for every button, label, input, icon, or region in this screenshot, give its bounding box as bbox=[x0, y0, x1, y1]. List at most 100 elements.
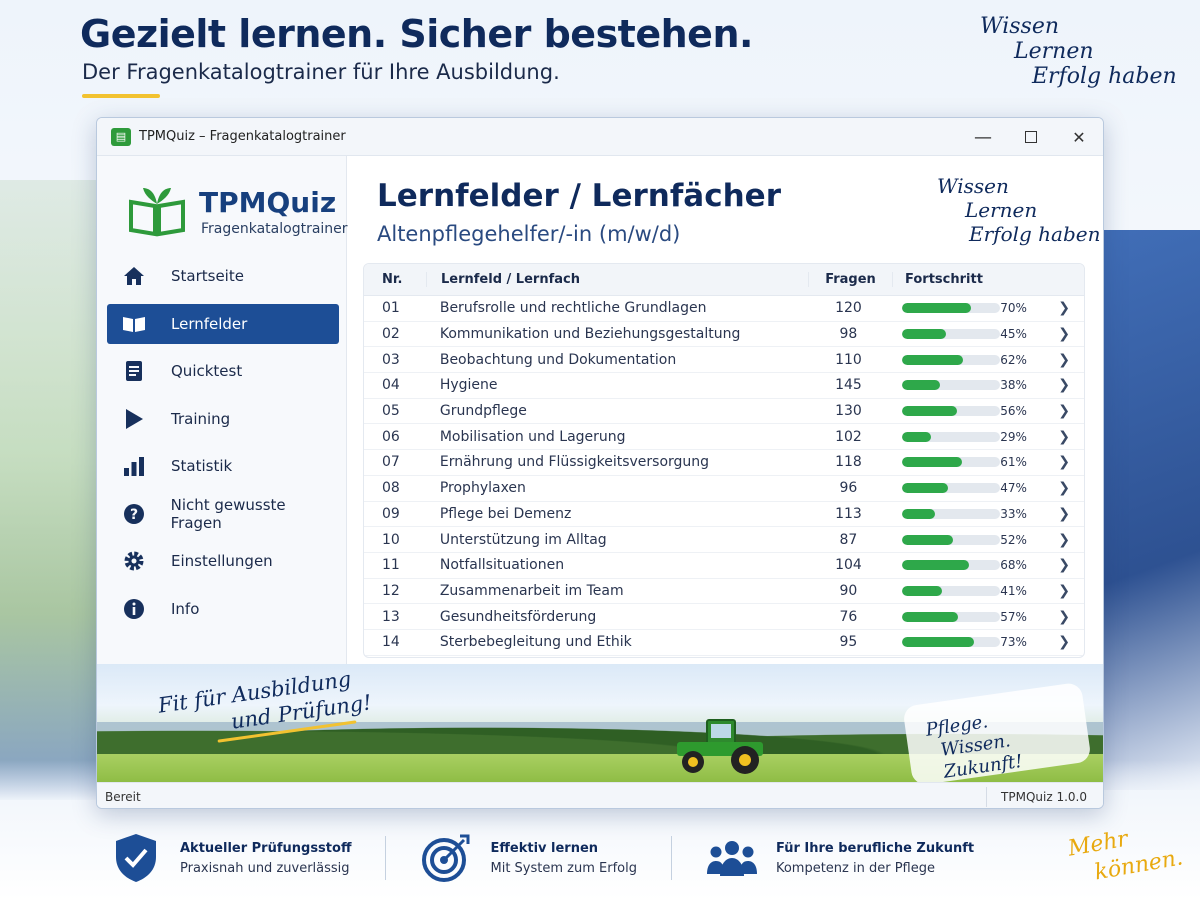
shield-check-icon bbox=[110, 832, 162, 884]
progress-track bbox=[902, 508, 1001, 519]
row-name: Unterstützung im Alltag bbox=[439, 531, 607, 548]
row-name: Hygiene bbox=[439, 377, 498, 394]
sidebar-item-label: Training bbox=[171, 409, 231, 428]
row-name: Prophylaxen bbox=[439, 480, 526, 497]
row-fragen: 145 bbox=[835, 377, 862, 394]
chevron-right-icon[interactable]: ❯ bbox=[1058, 634, 1070, 651]
row-percent: 41% bbox=[1000, 583, 1027, 598]
row-nr: 07 bbox=[382, 454, 400, 471]
chevron-right-icon[interactable]: ❯ bbox=[1058, 531, 1070, 548]
row-percent: 61% bbox=[1000, 455, 1027, 470]
row-percent: 33% bbox=[1000, 506, 1027, 521]
row-name: Kommunikation und Beziehungsgestaltung bbox=[439, 326, 741, 343]
column-header-nr[interactable]: Nr. bbox=[382, 272, 403, 287]
sidebar-item-statistik[interactable]: Statistik bbox=[107, 446, 339, 486]
progress-bar bbox=[890, 508, 1001, 519]
table-row[interactable]: 01 Berufsrolle und rechtliche Grundlagen 1… bbox=[364, 296, 1084, 322]
minimize-button[interactable]: — bbox=[974, 126, 992, 148]
sidebar-item-einstellungen[interactable]: Einstellungen bbox=[107, 541, 339, 581]
row-fragen: 98 bbox=[839, 326, 858, 343]
chevron-right-icon[interactable]: ❯ bbox=[1058, 351, 1070, 368]
progress-fill bbox=[902, 457, 963, 468]
sidebar-item-quicktest[interactable]: Quicktest bbox=[107, 351, 339, 391]
table-row[interactable]: 02 Kommunikation und Beziehungsgestaltung… bbox=[364, 322, 1084, 348]
slogan-pflege: Pflege. Wissen. Zukunft! bbox=[902, 681, 1092, 782]
row-percent: 47% bbox=[1000, 481, 1027, 496]
page-subtitle: Altenpflegehelfer/-in (m/w/d) bbox=[377, 222, 681, 246]
progress-track bbox=[902, 380, 1001, 391]
chevron-right-icon[interactable]: ❯ bbox=[1058, 377, 1070, 394]
svg-text:?: ? bbox=[130, 507, 138, 523]
row-percent: 62% bbox=[1000, 352, 1027, 367]
progress-bar bbox=[890, 457, 1001, 468]
progress-bar bbox=[890, 431, 1001, 442]
headline: Gezielt lernen. Sicher bestehen. bbox=[80, 12, 753, 56]
sidebar-item-nicht-gewusste-fragen[interactable]: ? Nicht gewusste Fragen bbox=[107, 494, 339, 534]
chevron-right-icon[interactable]: ❯ bbox=[1058, 608, 1070, 625]
people-icon bbox=[706, 832, 758, 884]
table-row[interactable]: 04 Hygiene 145 38% ❯ bbox=[364, 373, 1084, 399]
table-row[interactable]: 13 Gesundheitsförderung 76 57% ❯ bbox=[364, 604, 1084, 630]
chevron-right-icon[interactable]: ❯ bbox=[1058, 505, 1070, 522]
progress-track bbox=[902, 354, 1001, 365]
table-row[interactable]: 10 Unterstützung im Alltag 87 52% ❯ bbox=[364, 527, 1084, 553]
row-percent: 56% bbox=[1000, 404, 1027, 419]
progress-bar bbox=[890, 560, 1001, 571]
table-row[interactable]: 05 Grundpflege 130 56% ❯ bbox=[364, 399, 1084, 425]
progress-bar bbox=[890, 585, 1001, 596]
sidebar-item-info[interactable]: Info bbox=[107, 589, 339, 629]
progress-track bbox=[902, 406, 1001, 417]
table-row[interactable]: 06 Mobilisation und Lagerung 102 29% ❯ bbox=[364, 424, 1084, 451]
chevron-right-icon[interactable]: ❯ bbox=[1058, 403, 1070, 420]
chevron-right-icon[interactable]: ❯ bbox=[1058, 454, 1070, 471]
progress-fill bbox=[902, 354, 964, 365]
chevron-right-icon[interactable]: ❯ bbox=[1058, 326, 1070, 343]
row-fragen: 110 bbox=[835, 351, 862, 368]
sidebar-item-training[interactable]: Training bbox=[107, 399, 339, 439]
feature-item: Aktueller Prüfungsstoff Praxisnah und zu… bbox=[110, 826, 351, 890]
row-fragen: 113 bbox=[835, 505, 862, 522]
row-fragen: 120 bbox=[835, 300, 862, 317]
table-row[interactable]: 12 Zusammenarbeit im Team 90 41% ❯ bbox=[364, 579, 1084, 605]
table-row[interactable]: 07 Ernährung und Flüssigkeitsversorgung 11… bbox=[364, 450, 1084, 476]
title-bar[interactable]: ▤ TPMQuiz – Fragenkatalogtrainer — ✕ bbox=[97, 118, 1103, 156]
column-header-fragen[interactable]: Fragen bbox=[808, 272, 892, 287]
chevron-right-icon[interactable]: ❯ bbox=[1058, 557, 1070, 574]
divider bbox=[385, 836, 387, 880]
row-nr: 14 bbox=[382, 634, 400, 651]
chevron-right-icon[interactable]: ❯ bbox=[1058, 582, 1070, 599]
status-bar: Bereit TPMQuiz 1.0.0 bbox=[97, 782, 1103, 808]
row-name: Berufsrolle und rechtliche Grundlagen bbox=[439, 300, 707, 317]
sidebar-item-lernfelder[interactable]: Lernfelder bbox=[107, 303, 339, 344]
sidebar-item-startseite[interactable]: Startseite bbox=[107, 256, 339, 296]
tractor-icon bbox=[677, 719, 763, 774]
document-icon bbox=[121, 358, 147, 384]
table-row[interactable]: 03 Beobachtung und Dokumentation 110 62% ❯ bbox=[364, 347, 1084, 374]
background-landscape-left bbox=[0, 180, 110, 800]
feature-title: Effektiv lernen bbox=[490, 840, 599, 856]
progress-fill bbox=[902, 380, 940, 391]
headline-underline bbox=[82, 94, 160, 98]
progress-fill bbox=[902, 611, 959, 622]
progress-track bbox=[902, 585, 1001, 596]
progress-bar bbox=[890, 303, 1001, 314]
chevron-right-icon[interactable]: ❯ bbox=[1058, 428, 1070, 445]
progress-bar bbox=[890, 406, 1001, 417]
row-name: Mobilisation und Lagerung bbox=[439, 428, 626, 445]
row-nr: 03 bbox=[382, 351, 400, 368]
column-header-name[interactable]: Lernfeld / Lernfach bbox=[426, 272, 808, 287]
chevron-right-icon[interactable]: ❯ bbox=[1058, 480, 1070, 497]
info-icon bbox=[121, 596, 147, 622]
row-fragen: 96 bbox=[839, 480, 858, 497]
column-header-progress[interactable]: Fortschritt bbox=[892, 272, 1002, 287]
slogan-line: Erfolg haben bbox=[1032, 64, 1177, 89]
table-row[interactable]: 08 Prophylaxen 96 47% ❯ bbox=[364, 476, 1084, 502]
table-row[interactable]: 11 Notfallsituationen 104 68% ❯ bbox=[364, 553, 1084, 579]
table-row[interactable]: 14 Sterbebegleitung und Ethik 95 73% ❯ bbox=[364, 630, 1084, 656]
app-window: ▤ TPMQuiz – Fragenkatalogtrainer — ✕ TPM… bbox=[96, 117, 1104, 809]
maximize-button[interactable] bbox=[1007, 118, 1055, 156]
close-button[interactable]: ✕ bbox=[1072, 127, 1086, 147]
table-row[interactable]: 09 Pflege bei Demenz 113 33% ❯ bbox=[364, 502, 1084, 528]
sidebar-item-label: Einstellungen bbox=[171, 552, 273, 570]
chevron-right-icon[interactable]: ❯ bbox=[1058, 300, 1070, 317]
